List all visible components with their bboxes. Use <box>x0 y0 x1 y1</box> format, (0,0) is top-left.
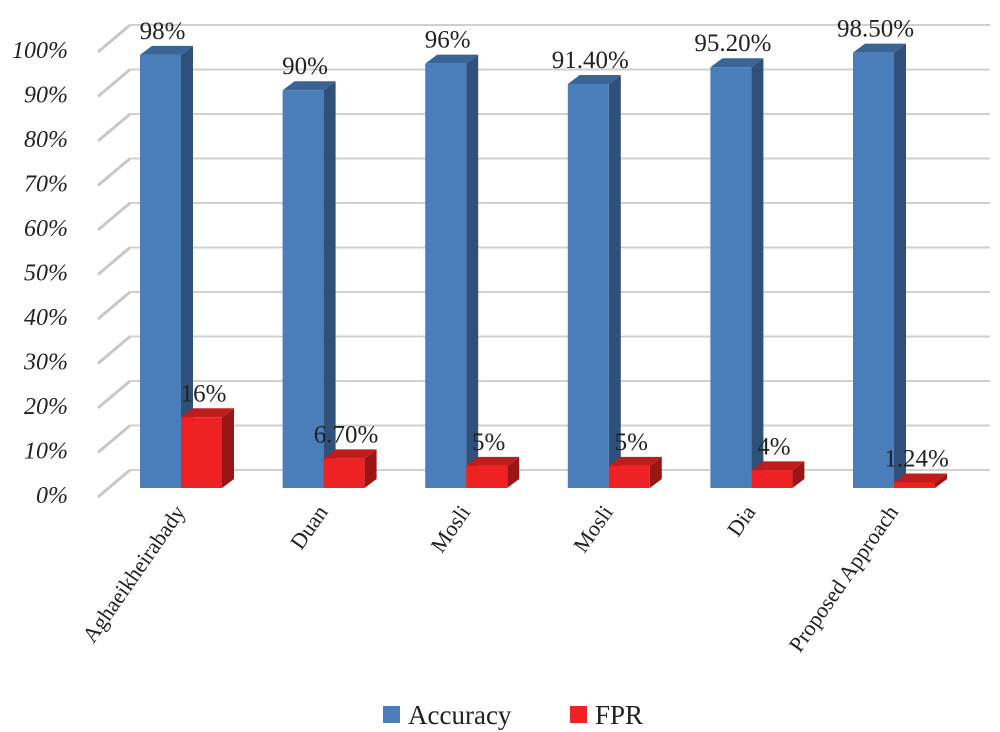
bar-fpr <box>466 465 508 488</box>
bar-side-fpr <box>649 456 662 488</box>
gridline-side <box>97 112 131 143</box>
y-tick-label: 100% <box>12 38 68 64</box>
bar-top-accuracy <box>853 43 906 53</box>
gridline-side <box>97 379 131 410</box>
bar-top-fpr <box>894 473 947 483</box>
bar-top-accuracy <box>425 54 479 64</box>
y-tick-label: 20% <box>24 394 68 420</box>
gridline-side <box>97 23 131 54</box>
y-tick-label: 60% <box>24 216 68 242</box>
gridline-side <box>97 290 131 321</box>
bar-accuracy <box>282 90 324 488</box>
bar-side-accuracy <box>323 81 336 488</box>
gridline-side <box>97 157 131 187</box>
bar-fpr <box>894 482 935 488</box>
x-tick-label: Mosli <box>568 501 618 557</box>
data-label: 96% <box>425 27 471 54</box>
bar-top-accuracy <box>710 58 764 68</box>
legend-label-fpr: FPR <box>595 700 643 730</box>
data-label: 98% <box>140 18 186 45</box>
y-tick-label: 0% <box>36 483 68 509</box>
bar-side-fpr <box>222 408 234 488</box>
gridline-side <box>97 468 131 499</box>
bar-top-fpr <box>181 408 234 418</box>
bar-side-fpr <box>792 461 805 488</box>
data-label: 16% <box>181 380 227 407</box>
bar-side-fpr <box>935 473 947 488</box>
x-tick-label: Proposed Approach <box>783 501 903 657</box>
bar-top-accuracy <box>282 81 336 91</box>
x-tick-label: Mosli <box>425 501 475 557</box>
bar-accuracy <box>140 54 181 489</box>
bar-side-fpr <box>364 449 377 488</box>
bar-side-accuracy <box>181 45 193 489</box>
data-label: 5% <box>472 429 505 456</box>
data-label: 6.70% <box>314 421 379 448</box>
gridline-side <box>97 201 131 232</box>
bar-side-accuracy <box>466 54 479 489</box>
bar-top-fpr <box>751 461 805 471</box>
gridline-side <box>97 424 131 454</box>
legend-swatch-fpr <box>570 706 587 723</box>
data-label: 95.20% <box>694 30 771 57</box>
data-label: 1.24% <box>884 446 949 473</box>
gridline-side <box>97 335 131 365</box>
bar-side-accuracy <box>751 58 764 488</box>
y-tick-label: 80% <box>24 127 68 153</box>
y-tick-label: 90% <box>24 83 68 109</box>
data-label: 90% <box>282 53 328 80</box>
y-tick-label: 70% <box>24 172 68 198</box>
x-tick-label: Aghaeikheirabady <box>77 501 190 647</box>
bar-side-fpr <box>507 456 520 488</box>
bar-accuracy <box>567 84 609 489</box>
bar-fpr <box>751 470 793 488</box>
bar-fpr <box>323 458 365 488</box>
bar-top-fpr <box>466 456 520 466</box>
bar-top-accuracy <box>567 75 621 85</box>
y-tick-label: 30% <box>23 350 68 376</box>
y-tick-label: 40% <box>24 305 68 331</box>
bar-fpr <box>181 417 222 488</box>
bar-side-accuracy <box>608 75 621 489</box>
legend-label-accuracy: Accuracy <box>408 700 512 730</box>
data-label: 91.40% <box>552 47 629 74</box>
bar-side-accuracy <box>894 43 906 488</box>
y-tick-label: 50% <box>24 261 68 287</box>
data-label: 4% <box>757 433 790 460</box>
gridline-side <box>97 246 131 276</box>
bar-top-accuracy <box>140 45 193 55</box>
bar-top-fpr <box>323 449 377 459</box>
bar-accuracy <box>853 52 894 488</box>
legend-swatch-accuracy <box>383 706 400 723</box>
bar-top-fpr <box>608 456 662 466</box>
x-tick-label: Duan <box>285 501 333 554</box>
data-label: 5% <box>615 429 648 456</box>
x-tick-label: Dia <box>722 500 761 541</box>
bar-accuracy <box>425 63 467 489</box>
y-tick-label: 10% <box>24 439 68 465</box>
bar-accuracy <box>710 67 752 488</box>
data-label: 98.50% <box>837 16 914 43</box>
bar-fpr <box>608 465 650 488</box>
gridline-side <box>97 68 131 98</box>
